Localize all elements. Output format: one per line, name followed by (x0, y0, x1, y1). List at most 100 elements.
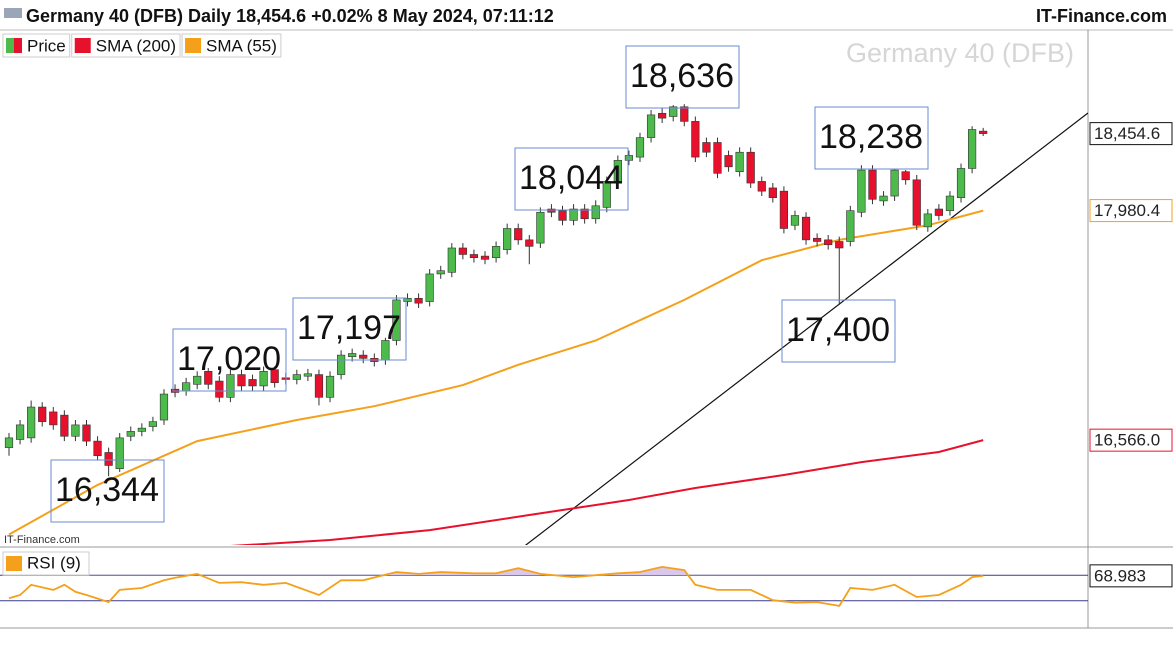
candle-body (447, 247, 456, 273)
candle-body (635, 137, 645, 158)
candle-body (702, 142, 711, 153)
candle-body (425, 273, 434, 302)
candle-body (491, 246, 501, 259)
candle-body (182, 382, 191, 392)
candle-body (813, 237, 822, 242)
candle-body (115, 437, 124, 470)
trendline (524, 112, 1088, 545)
candle-body (658, 112, 667, 119)
sma-line (230, 439, 984, 545)
candle-body (536, 211, 545, 244)
candle-body (757, 181, 766, 192)
candle-body (569, 208, 578, 221)
legend: Price SMA (200) SMA (55) RSI (9) (2, 33, 282, 576)
candle-body (303, 373, 312, 377)
candle-body (126, 431, 135, 437)
chart-title: Germany 40 (DFB) Daily 18,454.6 +0.02% 8… (26, 6, 554, 26)
candle-body (348, 353, 357, 358)
candle-body (790, 215, 800, 226)
last-value-label: 17,980.4 (1094, 201, 1160, 220)
candle-body (691, 121, 700, 158)
candle-body (801, 216, 811, 241)
annotation: 17,197 (297, 309, 401, 347)
candle-body (4, 437, 14, 448)
candle-body (392, 299, 401, 341)
candle-body (680, 106, 689, 122)
legend-label: RSI (9) (27, 553, 81, 572)
candle-body (724, 155, 733, 168)
candle-body (159, 393, 169, 421)
candle-body (314, 374, 324, 398)
legend-swatch (6, 38, 14, 53)
legend-swatch (6, 556, 22, 571)
legend-frame (71, 33, 181, 58)
annotation: 17,020 (177, 340, 281, 378)
candle-body (857, 169, 866, 213)
candle-body (60, 414, 69, 437)
candle-body (824, 239, 833, 246)
candle-body (215, 380, 224, 398)
candle-body (292, 374, 301, 380)
candle-body (912, 179, 921, 226)
annotation-box (50, 459, 165, 523)
candle-body (237, 374, 246, 387)
candle-body (591, 205, 600, 220)
last-value-label: 18,454.6 (1094, 124, 1160, 143)
candles (4, 104, 988, 477)
annotation: 18,636 (630, 57, 734, 95)
legend-swatch (74, 38, 91, 53)
annotation-box (781, 299, 896, 363)
annotation: 16,344 (55, 471, 159, 509)
candle-body (359, 354, 368, 359)
watermark: Germany 40 (DFB) (846, 38, 1074, 68)
annotations: 16,344 17,020 17,197 18,044 18,636 18,238 17,4… (50, 45, 929, 523)
candle-body (979, 130, 988, 134)
annotation: 18,238 (819, 118, 923, 156)
candle-body (602, 181, 611, 208)
legend-swatch (185, 38, 202, 53)
candle-body (82, 424, 91, 442)
candle-body (779, 190, 789, 229)
annotation-box (292, 297, 407, 361)
last-value-box (1089, 428, 1173, 452)
candle-body (458, 247, 467, 255)
annotation: 17,400 (786, 311, 890, 349)
candle-body (846, 210, 855, 242)
logo (4, 8, 22, 18)
last-value-label: 16,566.0 (1094, 431, 1160, 450)
candle-body (945, 195, 955, 211)
candle-body (93, 440, 102, 457)
candle-body (901, 171, 910, 181)
candle-body (71, 424, 80, 437)
candle-body (868, 169, 877, 200)
candle-body (713, 142, 722, 174)
candle-body (248, 379, 257, 387)
candle-body (193, 375, 202, 385)
rsi-plot (0, 565, 1088, 607)
last-value-box (1089, 564, 1173, 588)
last-value-label: 68.983 (1094, 566, 1146, 585)
candle-body (624, 155, 634, 161)
annotation: 18,044 (519, 159, 623, 197)
candle-body (746, 151, 755, 184)
candle-body (436, 270, 445, 275)
annotation-box (814, 106, 929, 170)
candle-body (204, 371, 213, 385)
candle-body (879, 195, 888, 202)
candle-body (226, 374, 235, 398)
candle-body (835, 241, 844, 249)
candle-body (503, 228, 512, 250)
candle-body (27, 406, 36, 439)
candle-body (414, 297, 423, 304)
candle-body (547, 208, 556, 213)
legend-swatch (14, 38, 22, 53)
candle-body (613, 160, 622, 182)
legend-frame (181, 33, 282, 58)
rsi-line (8, 565, 984, 607)
candle-body (49, 411, 58, 426)
candle-body (469, 254, 479, 259)
candle-body (580, 208, 589, 220)
legend-frame (2, 551, 90, 576)
